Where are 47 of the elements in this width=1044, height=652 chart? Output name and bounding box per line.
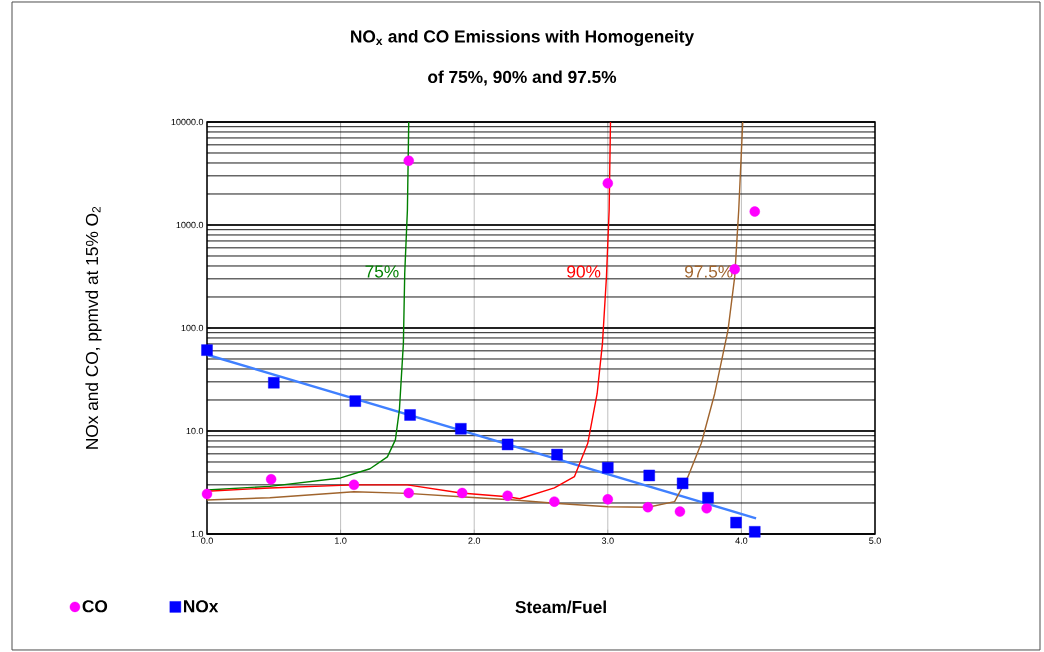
legend-label: CO (82, 600, 108, 613)
chart-title: NO$_{x}$ and CO Emissions with Homogeneity (351, 29, 695, 47)
x-tick-label: 0.0 (201, 537, 213, 544)
x-tick-label: 2.0 (468, 537, 481, 544)
point (348, 479, 360, 491)
legend-label: NOx (184, 600, 219, 613)
point (602, 178, 613, 189)
point (701, 503, 712, 514)
point (403, 487, 414, 499)
point (201, 344, 213, 356)
point (549, 496, 560, 507)
point (674, 506, 686, 517)
y-tick-label: 1000.0 (176, 221, 204, 229)
chart-subtitle: of 75%, 90% and 97.5% (428, 70, 617, 86)
x-tick-label: 4.0 (735, 537, 748, 544)
x-tick-label: 3.0 (601, 537, 614, 544)
y-tick-label: 1.0 (191, 530, 204, 538)
point (730, 516, 742, 529)
y-tick-label: 10000.0 (171, 118, 204, 126)
point (702, 492, 714, 504)
series-label: 75% (365, 265, 399, 278)
point (265, 474, 277, 485)
point (403, 155, 414, 166)
point (502, 490, 513, 501)
point (349, 395, 361, 407)
x-axis-title: Steam/Fuel (515, 600, 606, 614)
y-tick-label: 100.0 (181, 324, 204, 332)
point (642, 502, 654, 513)
series-label: 97.5% (685, 265, 733, 278)
point (404, 409, 416, 421)
series-label: 90% (567, 265, 601, 278)
point (455, 423, 467, 435)
point (643, 469, 655, 482)
point (268, 377, 280, 389)
point (201, 488, 213, 500)
point (602, 462, 614, 474)
y-tick-label: 10.0 (186, 427, 204, 435)
x-tick-label: 5.0 (869, 537, 881, 544)
point (501, 438, 514, 451)
point (749, 526, 761, 538)
point (456, 487, 468, 499)
y-axis-title: NOx and CO, ppmvd at 15% O$_{2}$ (85, 206, 102, 449)
point (749, 206, 760, 217)
x-tick-label: 1.0 (335, 537, 347, 544)
point (551, 448, 563, 461)
point (676, 477, 689, 490)
point (602, 494, 613, 505)
